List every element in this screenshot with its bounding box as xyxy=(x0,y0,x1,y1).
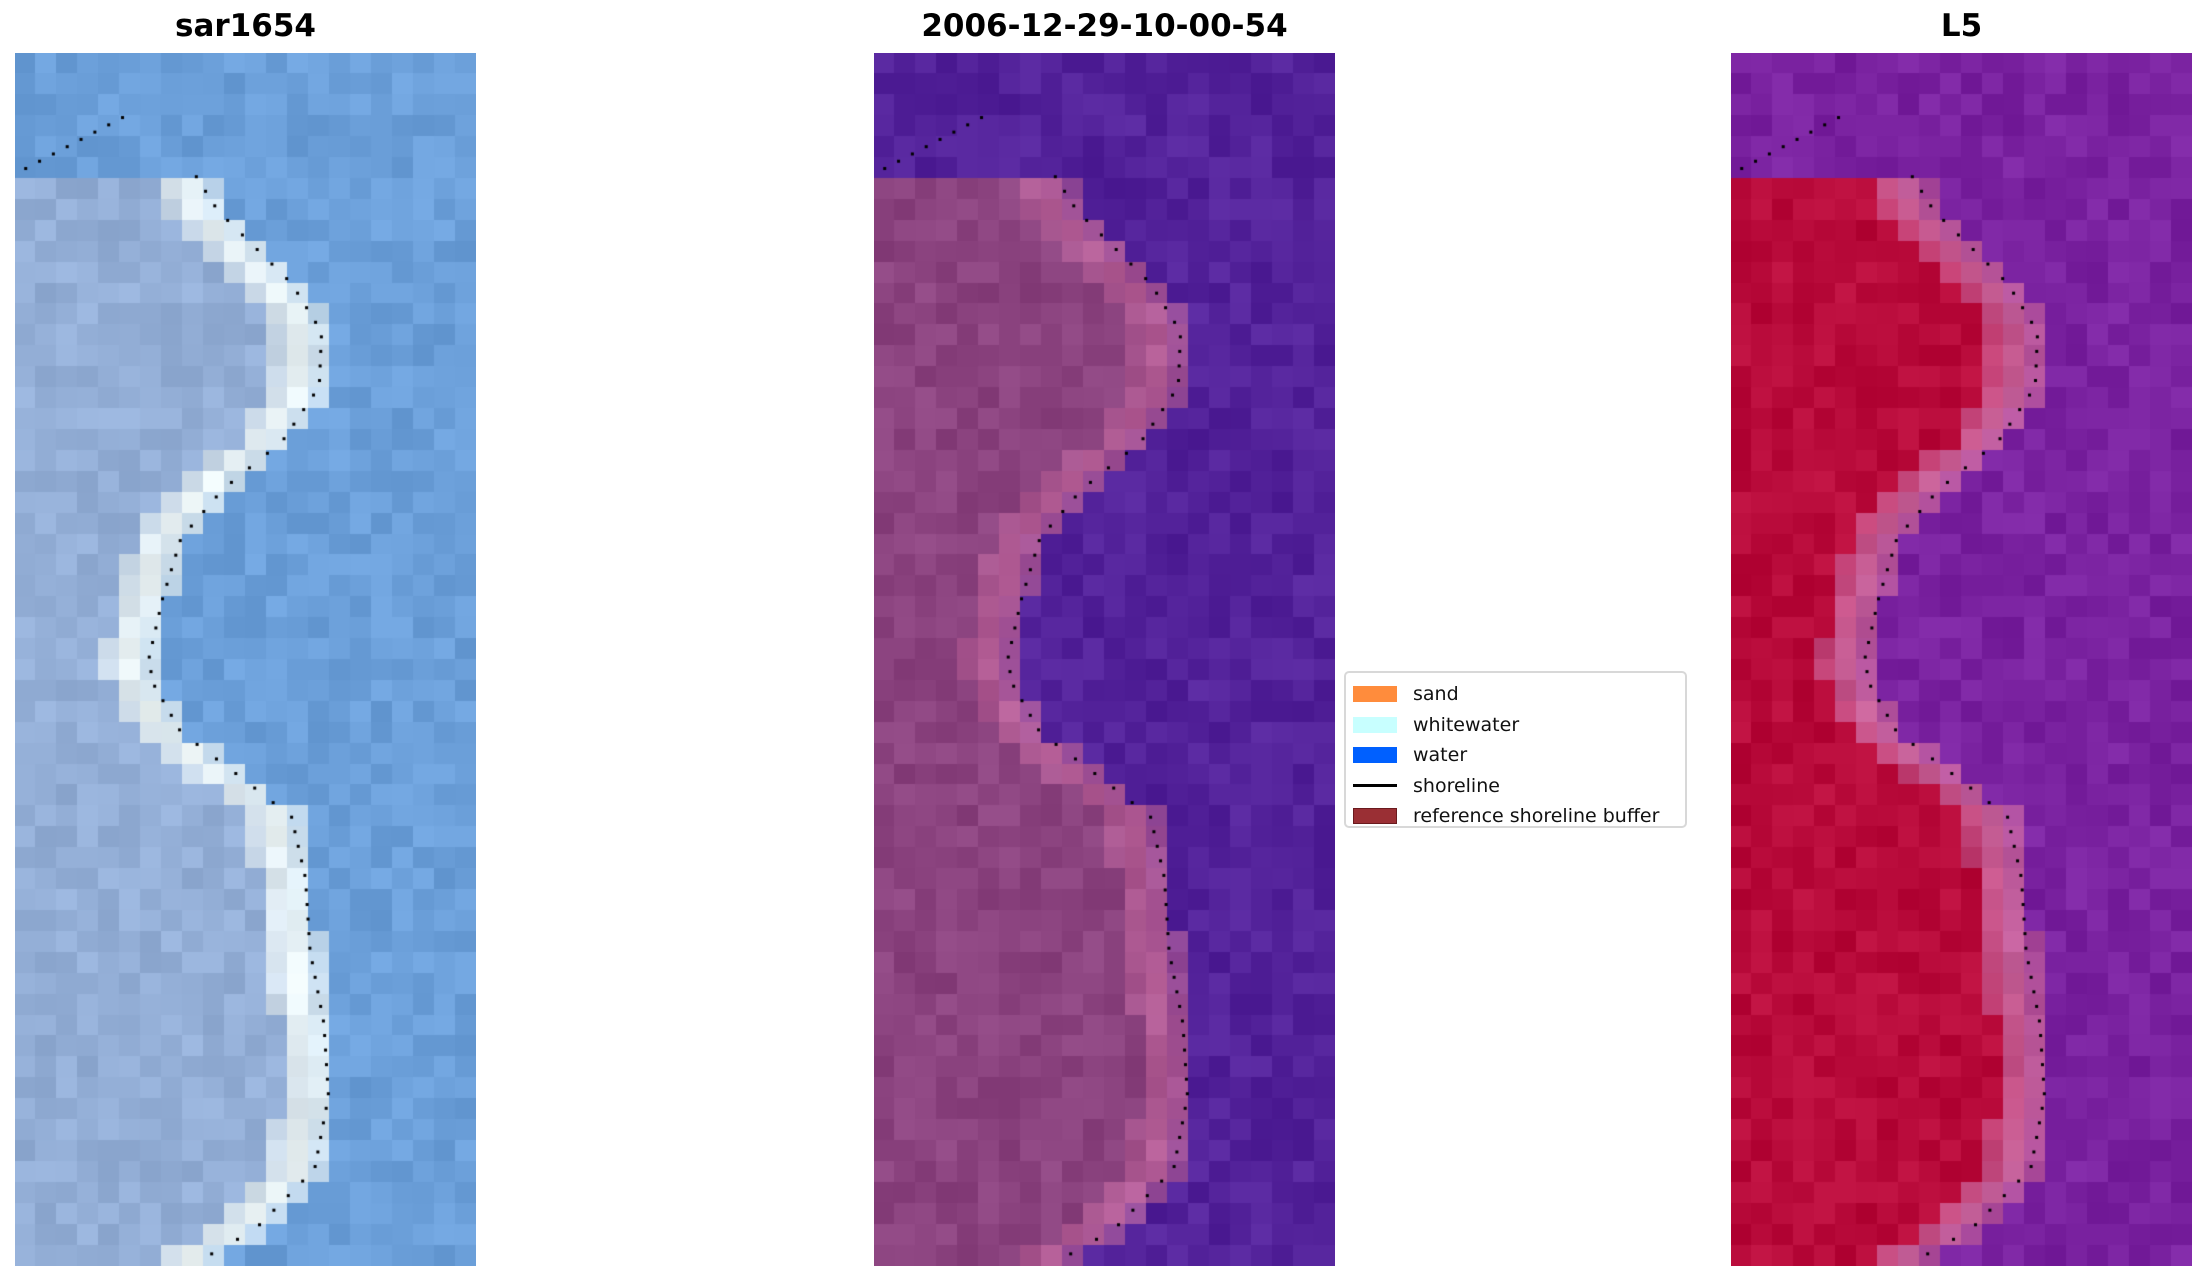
rgb-image-panel xyxy=(15,53,476,1266)
legend: sand whitewater water shoreline referenc… xyxy=(1344,671,1687,828)
legend-item-whitewater: whitewater xyxy=(1346,710,1685,741)
whitewater-swatch xyxy=(1353,716,1397,733)
buffer-swatch xyxy=(1353,808,1397,825)
shoreline-line-swatch xyxy=(1353,784,1397,788)
legend-label: water xyxy=(1413,744,1468,767)
panel-title-sar1654: sar1654 xyxy=(175,8,316,44)
legend-item-shoreline: shoreline xyxy=(1346,771,1685,802)
legend-label: sand xyxy=(1413,683,1459,706)
legend-item-reference-buffer: reference shoreline buffer xyxy=(1346,801,1685,832)
legend-label: shoreline xyxy=(1413,774,1500,797)
panel-title-date: 2006-12-29-10-00-54 xyxy=(921,8,1288,44)
legend-label: whitewater xyxy=(1413,713,1520,736)
legend-label: reference shoreline buffer xyxy=(1413,805,1660,828)
legend-item-water: water xyxy=(1346,740,1685,771)
sand-swatch xyxy=(1353,686,1397,703)
index-image-panel xyxy=(1731,53,2192,1266)
water-swatch xyxy=(1353,747,1397,764)
legend-item-sand: sand xyxy=(1346,679,1685,710)
classified-image-panel xyxy=(874,53,1335,1266)
panel-title-l5: L5 xyxy=(1940,8,1983,44)
